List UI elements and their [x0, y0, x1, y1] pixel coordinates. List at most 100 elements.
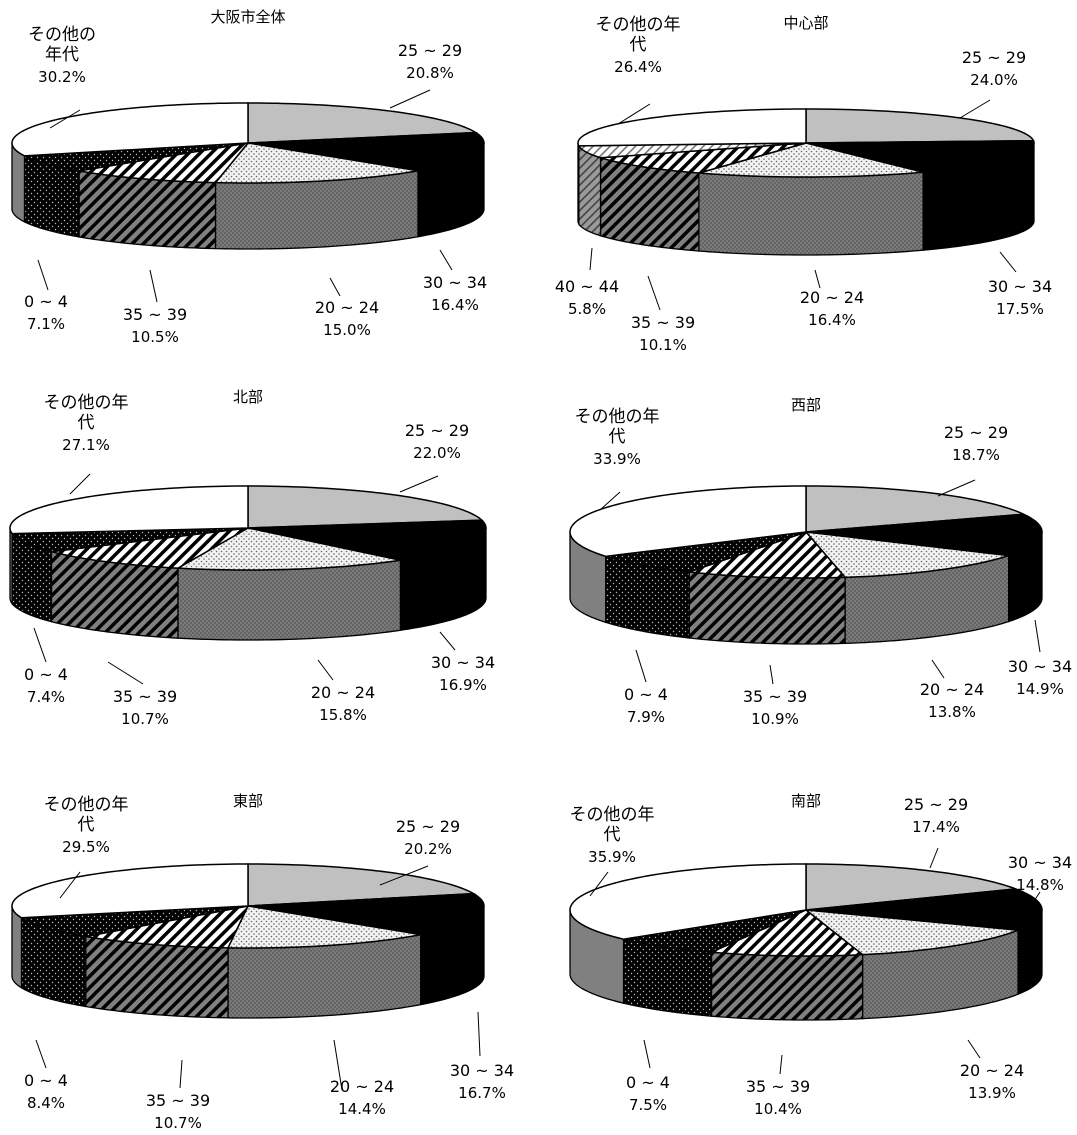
- slice-age-30-34: [805, 140, 1035, 173]
- slice-age-30-34: [247, 131, 485, 172]
- pie-chart-5: 東部 25 ~ 29 20.2% 30 ~ 34 16.7% 20 ~ 24 14.4% 35…: [11, 792, 514, 1132]
- slice-side-age-35-39: [710, 951, 864, 1021]
- slice-age-30-34: [805, 888, 1043, 931]
- slice-age-35-39: [688, 531, 847, 579]
- slice-other: [9, 485, 249, 535]
- leader-line: [937, 479, 976, 497]
- slice-value-label: 16.7%: [458, 1084, 506, 1102]
- slice-value-label: 26.4%: [614, 58, 662, 76]
- slice-label: その他の年: [44, 393, 129, 413]
- slice-other: [11, 102, 249, 157]
- leader-line: [149, 269, 158, 303]
- pie-sides: [11, 142, 485, 250]
- pie-chart-6: 南部 25 ~ 29 17.4% 30 ~ 34 14.8% 20 ~ 24 13.9% 35…: [569, 792, 1073, 1118]
- leader-line: [1034, 619, 1041, 653]
- slice-other: [569, 485, 807, 558]
- slice-labels: 25 ~ 29 17.4% 30 ~ 34 14.8% 20 ~ 24 13.9% 35 ~…: [570, 795, 1073, 1118]
- slice-age-20-24: [175, 527, 401, 571]
- pie-sides: [9, 527, 487, 641]
- slice-value-label: 16.4%: [808, 311, 856, 329]
- slice-value-label: 17.4%: [912, 818, 960, 836]
- slice-label: 25 ~ 29: [396, 817, 460, 836]
- pie-top: [11, 863, 485, 949]
- slice-value-label: 16.4%: [431, 296, 479, 314]
- slice-label: その他の年: [596, 15, 681, 35]
- slice-value-label: 7.4%: [27, 688, 65, 706]
- slice-value-label: 29.5%: [62, 838, 110, 856]
- leader-line: [589, 871, 609, 897]
- slice-age-25-29: [805, 108, 1035, 144]
- slice-age-30-34: [247, 519, 487, 562]
- slice-value-label: 14.9%: [1016, 680, 1064, 698]
- pie-sides: [577, 142, 1035, 256]
- slice-other: [569, 863, 807, 940]
- slice-age-35-39: [85, 904, 250, 949]
- slice-age-25-29: [247, 485, 484, 529]
- slice-age-25-29: [247, 863, 477, 907]
- slice-label: 30 ~ 34: [431, 653, 495, 672]
- leader-line: [599, 491, 621, 511]
- slice-labels: 25 ~ 29 22.0% 30 ~ 34 16.9% 20 ~ 24 15.8% 35 ~…: [24, 393, 495, 728]
- leader-line: [477, 1011, 481, 1057]
- leader-line: [439, 631, 456, 651]
- slice-label: その他の: [28, 25, 96, 45]
- slice-label: 30 ~ 34: [1008, 657, 1072, 676]
- slice-age-20-24: [804, 531, 1009, 579]
- leader-line: [35, 1039, 47, 1069]
- leader-line: [1027, 891, 1041, 911]
- slice-age-25-29: [805, 485, 1024, 533]
- slice-side-other: [9, 528, 13, 606]
- leader-line: [931, 659, 945, 679]
- slice-age-20-24: [226, 905, 421, 949]
- slice-age-0-4: [10, 527, 249, 553]
- slice-labels: 25 ~ 29 20.2% 30 ~ 34 16.7% 20 ~ 24 14.4% 35 ~…: [24, 795, 514, 1132]
- slice-other: [11, 863, 249, 919]
- slice-age-25-29: [805, 863, 1016, 911]
- slice-value-label: 20.2%: [404, 840, 452, 858]
- slice-age-0-4: [623, 909, 807, 953]
- slice-value-label: 7.9%: [627, 708, 665, 726]
- slice-value-label: 18.7%: [952, 446, 1000, 464]
- leader-line: [49, 109, 81, 129]
- pie-chart-3: 北部 25 ~ 29 22.0% 30 ~ 34 16.9% 20 ~ 24 15.8% 35…: [9, 388, 495, 728]
- chart-title: 中心部: [783, 14, 828, 32]
- slice-label: 35 ~ 39: [123, 305, 187, 324]
- leader-line: [37, 259, 49, 291]
- slice-value-label: 13.8%: [928, 703, 976, 721]
- slice-other: [577, 108, 807, 147]
- chart-title: 北部: [233, 388, 263, 406]
- leader-line: [967, 1039, 981, 1059]
- slice-label: 20 ~ 24: [315, 298, 379, 317]
- slice-side-other: [11, 905, 23, 989]
- pie-top: [9, 485, 487, 571]
- slice-age-0-4: [605, 531, 807, 573]
- leader-line: [589, 247, 593, 271]
- leader-line: [179, 1059, 183, 1089]
- slice-value-label: 33.9%: [593, 450, 641, 468]
- slice-label: 30 ~ 34: [450, 1061, 514, 1080]
- leader-line: [399, 475, 439, 493]
- slice-label: 代: [609, 427, 626, 447]
- slice-labels: 25 ~ 29 20.8% 30 ~ 34 16.4% 20 ~ 24 15.0% 35 ~…: [24, 25, 487, 346]
- pie-top: [11, 102, 485, 184]
- leader-line: [635, 649, 647, 683]
- slice-age-25-29: [247, 102, 479, 144]
- slice-label: 30 ~ 34: [988, 277, 1052, 296]
- slice-value-label: 14.8%: [1016, 876, 1064, 894]
- slice-label: 代: [78, 413, 95, 433]
- leader-line: [389, 89, 431, 109]
- chart-title: 西部: [791, 396, 821, 414]
- slice-side-age-20-24: [177, 559, 402, 641]
- slice-label: 0 ~ 4: [24, 292, 68, 311]
- slice-value-label: 15.8%: [319, 706, 367, 724]
- slice-label: 0 ~ 4: [624, 685, 668, 704]
- slice-value-label: 16.9%: [439, 676, 487, 694]
- slice-age-0-4: [18, 905, 249, 938]
- slice-label: その他の年: [570, 805, 655, 825]
- slice-label: 20 ~ 24: [311, 683, 375, 702]
- leader-line: [999, 251, 1017, 273]
- slice-label: 35 ~ 39: [746, 1077, 810, 1096]
- chart-title: 大阪市全体: [210, 8, 285, 26]
- slice-value-label: 13.9%: [968, 1084, 1016, 1102]
